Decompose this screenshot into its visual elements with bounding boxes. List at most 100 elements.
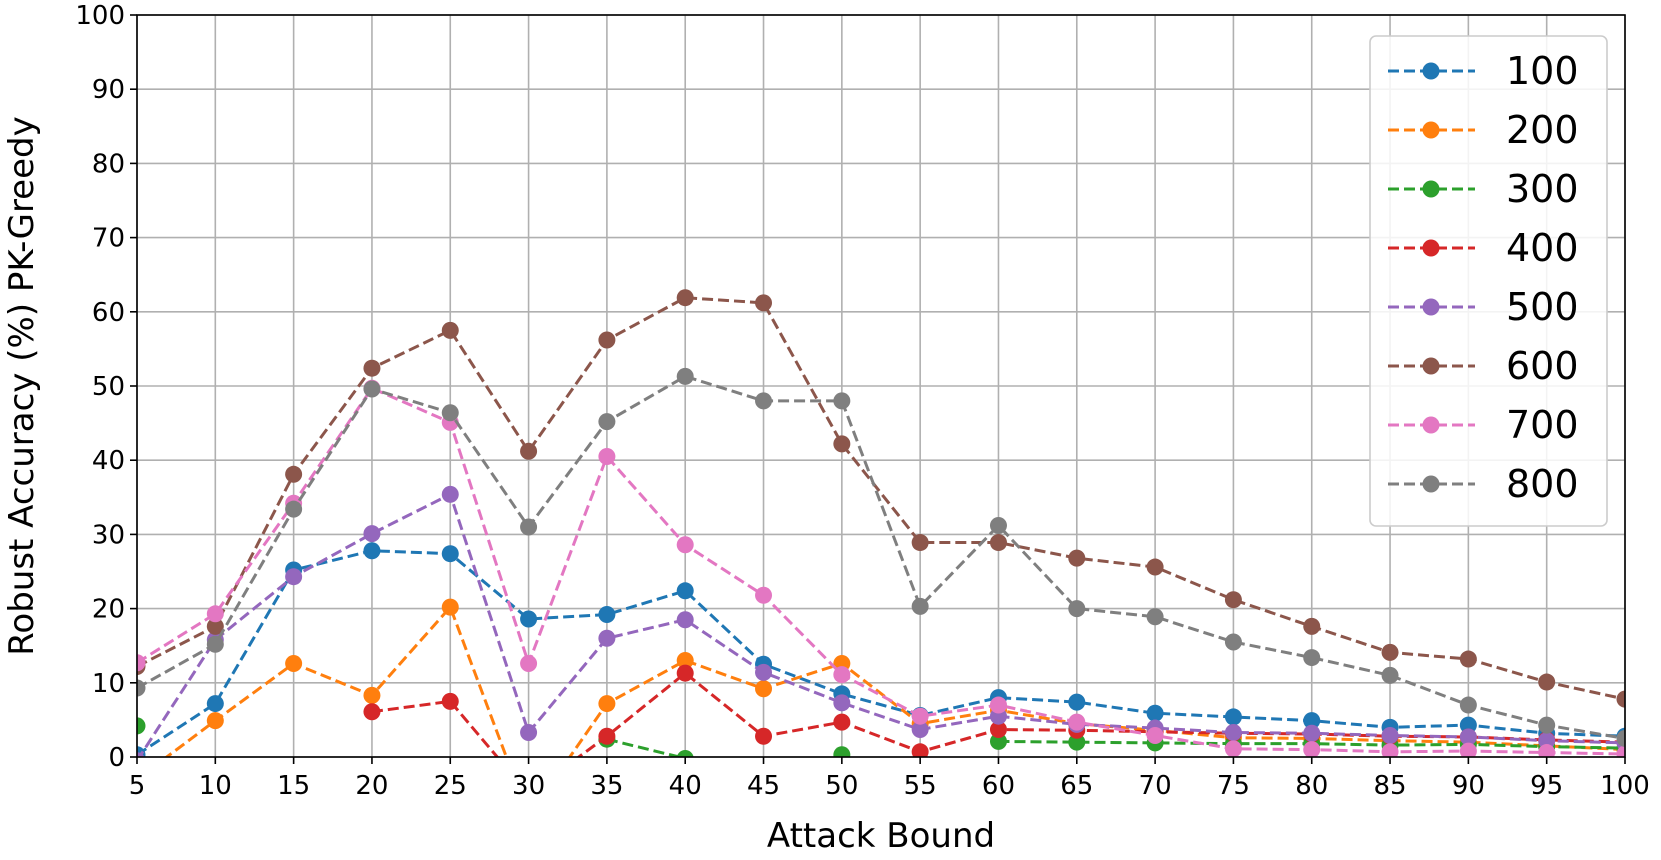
legend-label: 600	[1506, 344, 1579, 388]
data-point	[1616, 745, 1625, 757]
data-point	[520, 442, 538, 460]
data-point	[598, 629, 616, 647]
data-point	[1224, 633, 1242, 651]
data-point	[1381, 743, 1399, 757]
x-axis-label: Attack Bound	[767, 816, 995, 856]
series-line	[137, 386, 1625, 756]
data-point	[363, 380, 381, 398]
data-point	[833, 435, 851, 453]
data-point	[989, 534, 1007, 552]
y-tick-label: 70	[92, 224, 125, 254]
x-tick-label: 80	[1295, 771, 1328, 801]
series-line	[137, 492, 1625, 757]
data-point	[1224, 708, 1242, 726]
data-point	[285, 568, 303, 586]
data-point	[441, 692, 459, 710]
legend-label: 100	[1506, 49, 1579, 93]
legend-item-200: 200	[1388, 108, 1579, 152]
y-tick-label: 20	[92, 595, 125, 625]
data-point	[285, 465, 303, 483]
legend-marker	[1422, 180, 1440, 198]
data-point	[520, 808, 537, 825]
data-point	[676, 749, 694, 757]
data-point	[833, 746, 851, 757]
data-point	[363, 703, 381, 721]
data-point	[676, 582, 694, 600]
data-point	[1303, 649, 1321, 667]
y-tick-label: 90	[92, 75, 125, 105]
legend-label: 200	[1506, 108, 1579, 152]
x-tick-label: 60	[982, 771, 1015, 801]
data-point	[1538, 673, 1556, 691]
legend-box	[1369, 35, 1608, 527]
legend-item-800: 800	[1388, 462, 1579, 506]
x-tick-label: 70	[1139, 771, 1172, 801]
data-point	[755, 294, 773, 312]
series-line	[164, 604, 1625, 757]
x-tick-label: 90	[1452, 771, 1485, 801]
data-point	[363, 686, 381, 704]
data-point	[206, 635, 224, 653]
data-point	[911, 707, 929, 725]
data-point	[137, 752, 145, 757]
data-point	[363, 525, 381, 543]
y-tick-label: 50	[92, 372, 125, 402]
x-tick-label: 15	[277, 771, 310, 801]
legend-item-100: 100	[1388, 49, 1579, 93]
series-line	[137, 549, 1625, 757]
data-point	[989, 516, 1007, 534]
y-tick-label: 80	[92, 149, 125, 179]
data-point	[755, 727, 773, 745]
legend-item-400: 400	[1388, 226, 1579, 270]
data-point	[1303, 617, 1321, 635]
data-point	[989, 721, 1007, 739]
legend-label: 700	[1506, 403, 1579, 447]
data-point	[206, 617, 224, 635]
data-point	[206, 695, 224, 713]
data-point	[911, 721, 929, 739]
data-point	[441, 485, 459, 503]
x-tick-label: 35	[590, 771, 623, 801]
data-point	[206, 712, 224, 730]
data-point	[1224, 724, 1242, 742]
data-point	[1538, 732, 1556, 750]
legend-marker	[1422, 475, 1440, 493]
data-point	[598, 606, 616, 624]
y-tick-label: 0	[108, 743, 125, 773]
data-point	[755, 663, 773, 681]
legend: 100 200 300 400 500 600 700 800	[1369, 35, 1608, 527]
data-point	[1538, 744, 1556, 757]
legend-marker	[1422, 121, 1440, 139]
y-tick-label: 30	[92, 520, 125, 550]
series-600	[137, 289, 1625, 708]
x-tick-label: 95	[1530, 771, 1563, 801]
y-axis-label: Robust Accuracy (%) PK-Greedy	[2, 116, 42, 655]
series-layer	[137, 289, 1625, 825]
legend-item-300: 300	[1388, 167, 1579, 211]
x-tick-label: 100	[1600, 771, 1650, 801]
x-tick-label: 45	[747, 771, 780, 801]
data-point	[598, 413, 616, 431]
x-tick-label: 75	[1217, 771, 1250, 801]
data-point	[363, 359, 381, 377]
data-point	[1068, 693, 1086, 711]
data-point	[137, 679, 146, 697]
data-point	[1303, 724, 1321, 742]
data-point	[676, 611, 694, 629]
data-point	[363, 542, 381, 560]
data-point	[1616, 690, 1625, 708]
x-tick-label: 5	[129, 771, 146, 801]
series-line	[137, 296, 1625, 701]
x-tick-label: 40	[669, 771, 702, 801]
data-point	[676, 664, 694, 682]
legend-label: 800	[1506, 462, 1579, 506]
data-point	[1459, 742, 1477, 757]
legend-marker	[1422, 298, 1440, 316]
data-point	[1616, 729, 1625, 747]
data-point	[441, 404, 459, 422]
legend-item-500: 500	[1388, 285, 1579, 329]
data-point	[1459, 650, 1477, 668]
data-point	[755, 586, 773, 604]
x-tick-label: 65	[1060, 771, 1093, 801]
